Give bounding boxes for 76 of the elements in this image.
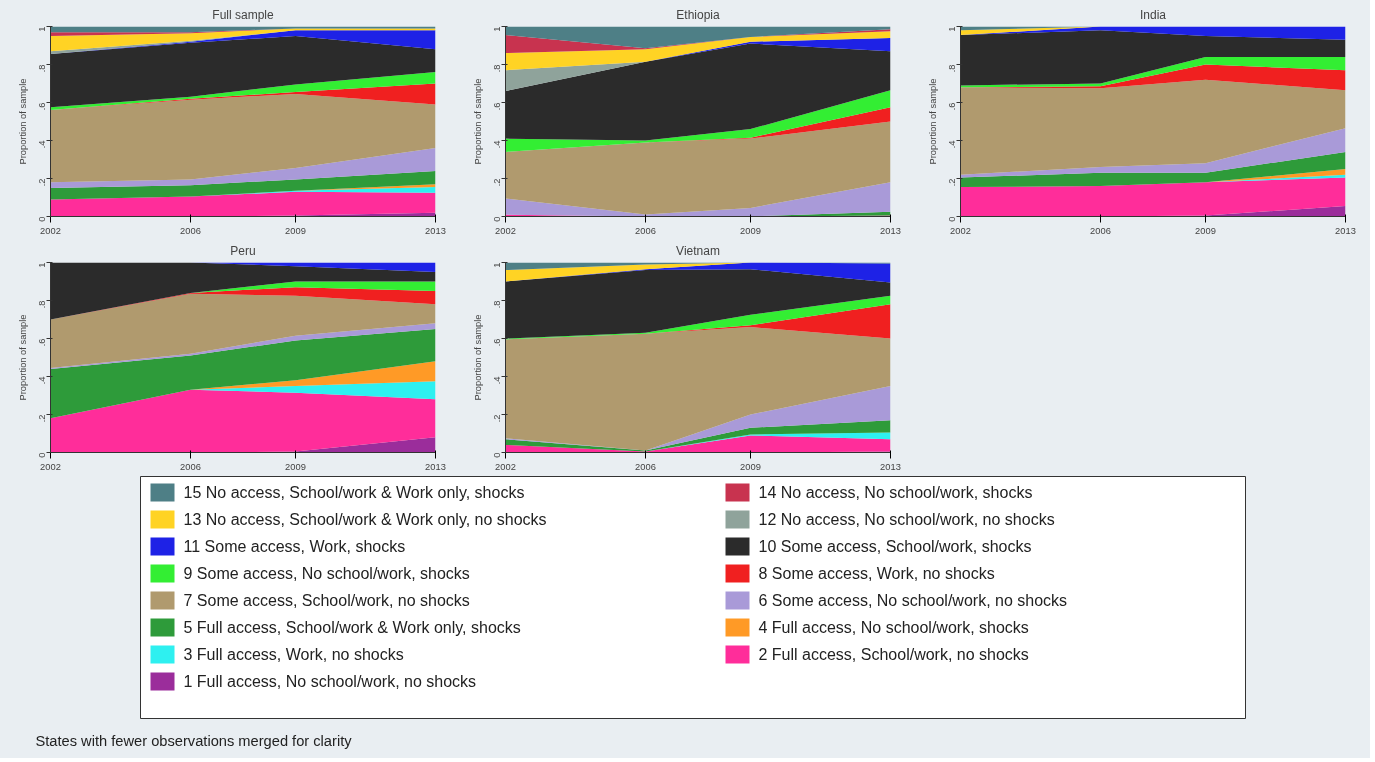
y-tick-label: 0 <box>491 216 502 222</box>
legend-label: 12 No access, No school/work, no shocks <box>758 511 1055 528</box>
x-tick-label: 2006 <box>635 461 656 472</box>
x-tick-label: 2009 <box>740 461 761 472</box>
y-axis-title: Proportion of sample <box>927 78 938 165</box>
chart-title: Full sample <box>212 7 274 22</box>
y-tick-label: 1 <box>491 26 502 32</box>
y-tick-label: 0 <box>946 216 957 222</box>
x-tick-label: 2002 <box>495 225 516 236</box>
x-tick-label: 2006 <box>635 225 656 236</box>
y-tick-label: .8 <box>491 64 502 73</box>
legend-label: 1 Full access, No school/work, no shocks <box>183 673 477 690</box>
legend-label: 3 Full access, Work, no shocks <box>183 646 404 663</box>
y-tick-label: .6 <box>491 338 502 347</box>
x-tick-label: 2013 <box>425 461 446 472</box>
x-tick-label: 2006 <box>1090 225 1111 236</box>
x-tick-label: 2009 <box>285 461 306 472</box>
legend-label: 11 Some access, Work, shocks <box>183 538 406 555</box>
y-tick-label: .8 <box>36 300 47 309</box>
y-tick-label: .6 <box>946 102 957 111</box>
chart-title: Ethiopia <box>676 7 721 22</box>
y-tick-label: .4 <box>36 140 47 149</box>
y-tick-label: 0 <box>36 216 47 222</box>
chart-title: India <box>1139 7 1167 22</box>
x-tick-label: 2002 <box>495 461 516 472</box>
y-tick-label: 0 <box>491 452 502 458</box>
legend-label: 14 No access, No school/work, shocks <box>758 484 1033 501</box>
y-tick-label: 1 <box>491 262 502 268</box>
y-tick-label: .2 <box>36 414 47 423</box>
y-axis-title: Proportion of sample <box>472 78 483 165</box>
y-tick-label: 1 <box>36 26 47 32</box>
x-tick-label: 2009 <box>740 225 761 236</box>
y-tick-label: .4 <box>491 140 502 149</box>
legend-label: 15 No access, School/work & Work only, shocks <box>183 484 525 501</box>
legend-label: 8 Some access, Work, no shocks <box>758 565 995 582</box>
x-tick-label: 2006 <box>180 225 201 236</box>
y-axis-title: Proportion of sample <box>17 314 28 401</box>
y-tick-label: .8 <box>491 300 502 309</box>
legend-label: 5 Full access, School/work & Work only, shocks <box>183 619 521 636</box>
y-axis-title: Proportion of sample <box>472 314 483 401</box>
y-tick-label: .2 <box>36 178 47 187</box>
x-tick-label: 2013 <box>1335 225 1356 236</box>
y-tick-label: .4 <box>491 376 502 385</box>
y-tick-label: 0 <box>36 452 47 458</box>
y-tick-label: .2 <box>491 414 502 423</box>
legend-label: 13 No access, School/work & Work only, no shocks <box>183 511 547 528</box>
y-tick-label: .8 <box>36 64 47 73</box>
legend-label: 2 Full access, School/work, no shocks <box>758 646 1029 663</box>
text: States with fewer observations merged for clarity <box>35 732 353 749</box>
x-tick-label: 2002 <box>40 461 61 472</box>
y-tick-label: 1 <box>36 262 47 268</box>
legend-label: 4 Full access, No school/work, shocks <box>758 619 1029 636</box>
y-tick-label: .4 <box>946 140 957 149</box>
x-tick-label: 2002 <box>40 225 61 236</box>
chart-title: Peru <box>230 243 256 258</box>
legend-label: 9 Some access, No school/work, shocks <box>183 565 470 582</box>
y-tick-label: .4 <box>36 376 47 385</box>
legend-label: 10 Some access, School/work, shocks <box>758 538 1032 555</box>
y-tick-label: .6 <box>36 102 47 111</box>
y-tick-label: .2 <box>491 178 502 187</box>
y-tick-label: .2 <box>946 178 957 187</box>
y-tick-label: .8 <box>946 64 957 73</box>
x-tick-label: 2009 <box>1195 225 1216 236</box>
y-tick-label: .6 <box>491 102 502 111</box>
x-tick-label: 2006 <box>180 461 201 472</box>
x-tick-label: 2013 <box>880 461 901 472</box>
y-tick-label: .6 <box>36 338 47 347</box>
x-tick-label: 2009 <box>285 225 306 236</box>
legend-label: 7 Some access, School/work, no shocks <box>183 592 470 609</box>
chart-title: Vietnam <box>676 243 720 258</box>
x-tick-label: 2002 <box>950 225 971 236</box>
legend-label: 6 Some access, No school/work, no shocks <box>758 592 1068 609</box>
y-tick-label: 1 <box>946 26 957 32</box>
x-tick-label: 2013 <box>880 225 901 236</box>
x-tick-label: 2013 <box>425 225 446 236</box>
y-axis-title: Proportion of sample <box>17 78 28 165</box>
